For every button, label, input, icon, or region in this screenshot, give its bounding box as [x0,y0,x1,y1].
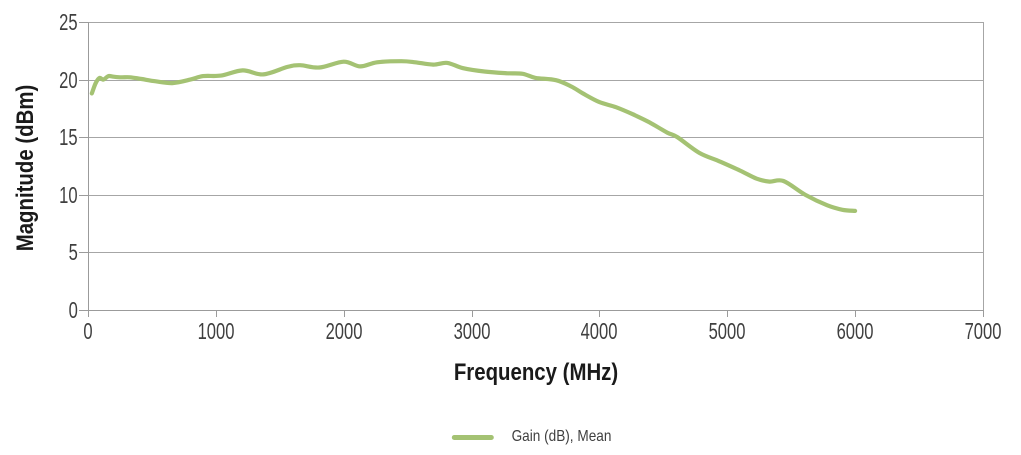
y-tick-label-25: 25 [59,9,78,35]
x-tick-label-2000: 2000 [325,318,363,344]
y-tick-label-10: 10 [59,181,78,208]
x-tick-label-1000: 1000 [197,318,235,344]
y-axis-title: Magnitude (dBm) [12,70,40,266]
gain-series-line [89,59,858,213]
x-tick-label-4000: 4000 [581,318,618,344]
legend-label: Gain (dB), Mean [511,428,612,445]
y-tick-label-15: 15 [59,124,78,151]
x-tick-label-7000: 7000 [964,318,1002,344]
x-axis-title: Frequency (MHz) [439,359,632,387]
x-axis-title-text: Frequency (MHz) [453,359,619,386]
y-tick-label-5: 5 [68,239,78,266]
legend-line-swatch [451,434,494,440]
x-tick-label-5000: 5000 [708,318,746,344]
legend: Gain (dB), Mean [451,428,620,446]
x-tick-label-6000: 6000 [836,318,874,344]
y-tick-label-0: 0 [68,297,78,323]
x-tick-label-0: 0 [83,318,93,344]
y-axis-title-text: Magnitude (dBm) [12,84,39,252]
y-tick-label-20: 20 [59,66,78,93]
x-tick-label-3000: 3000 [453,318,490,344]
